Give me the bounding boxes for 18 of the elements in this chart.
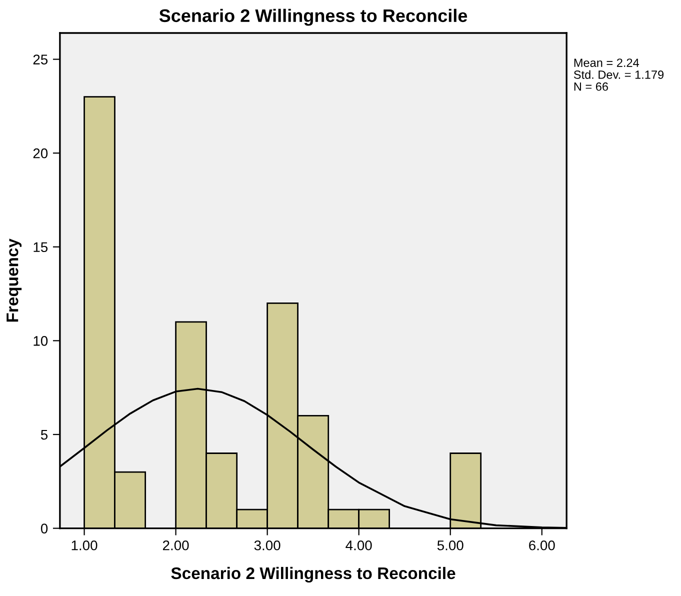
- text: Std. Dev. = 1.179: [574, 70, 664, 79]
- y-tick-label: 5: [40, 430, 48, 440]
- y-axis-title: Frequency: [6, 238, 22, 322]
- x-tick-label: 3.00: [254, 540, 280, 550]
- y-tick-label: 0: [40, 524, 48, 534]
- y-tick-label: 10: [34, 336, 48, 346]
- text: N = 66: [574, 82, 608, 91]
- y-tick-label: 15: [34, 242, 48, 252]
- x-tick-label: 6.00: [529, 540, 555, 550]
- x-tick-label: 2.00: [162, 540, 189, 550]
- y-tick-label: 25: [33, 54, 48, 64]
- x-tick-label: 1.00: [72, 540, 98, 550]
- chart-title: Scenario 2 Willingness to Reconcile: [159, 8, 468, 26]
- y-tick-label: 20: [33, 148, 48, 158]
- x-tick-label: 4.00: [346, 540, 372, 550]
- x-axis-title: Scenario 2 Willingness to Reconcile: [171, 566, 456, 583]
- x-tick-label: 5.00: [437, 540, 464, 550]
- text: Mean = 2.24: [574, 58, 640, 67]
